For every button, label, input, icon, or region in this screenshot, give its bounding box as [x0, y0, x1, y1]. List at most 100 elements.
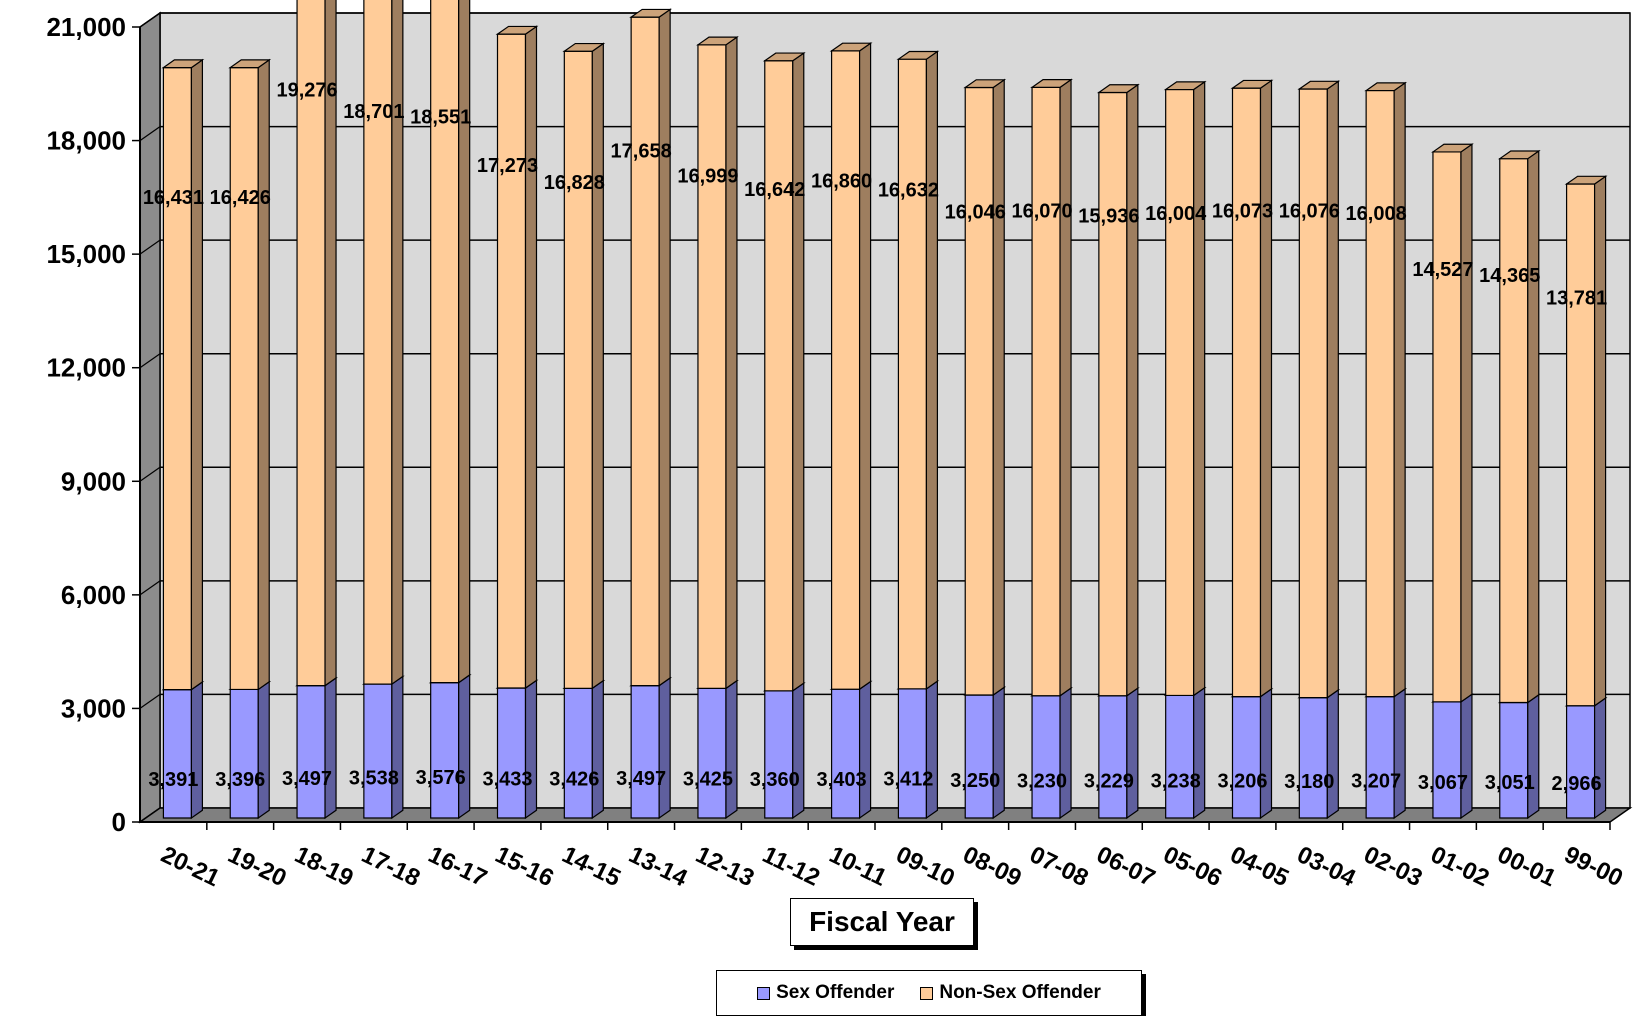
bar-non-sex-offender [762, 51, 806, 692]
legend-item-non-sex-offender: Non-Sex Offender [920, 982, 1101, 1004]
bar-non-sex-offender [696, 35, 739, 690]
data-label-non-sex-offender: 16,004 [1145, 203, 1207, 225]
x-tick-label: 05-06 [1159, 841, 1226, 892]
bar-non-sex-offender-front [563, 50, 593, 689]
bar-sex-offender-side [591, 679, 604, 820]
bar-non-sex-offender [495, 25, 539, 690]
bar-sex-offender-front [830, 688, 861, 819]
bar-sex-offender [562, 679, 606, 820]
bar-sex-offender-front [1031, 695, 1061, 819]
data-label-non-sex-offender: 15,936 [1078, 206, 1139, 228]
bar-non-sex-offender-side [257, 58, 270, 691]
x-tick-label: 07-08 [1025, 841, 1092, 892]
bar-non-sex-offender-front [1098, 91, 1128, 697]
bar-sex-offender [1431, 693, 1474, 820]
bar-non-sex-offender-top [1030, 79, 1073, 88]
bar-non-sex-offender-top [1364, 82, 1408, 92]
bar-non-sex-offender-side [190, 58, 204, 691]
bar-non-sex-offender-top [1163, 81, 1207, 91]
x-axis-title-text: Fiscal Year [809, 906, 955, 937]
x-tick-label: 19-20 [224, 841, 291, 892]
bar-non-sex-offender-front [1565, 183, 1596, 707]
bar-non-sex-offender-side [925, 50, 939, 690]
bar-non-sex-offender-side [858, 42, 872, 691]
bar-non-sex-offender-side [1527, 149, 1540, 704]
bar-sex-offender-front [1298, 697, 1328, 819]
bar-sex-offender-side [1593, 696, 1607, 820]
bar-sex-offender-side [391, 675, 404, 820]
x-tick-label: 00-01 [1493, 841, 1560, 892]
bar-non-sex-offender-front [1432, 151, 1462, 703]
bar-sex-offender-front [1165, 694, 1195, 819]
bar-sex-offender-front [764, 690, 794, 819]
bar-non-sex-offender-top [829, 42, 873, 52]
bar-sex-offender-front [162, 689, 193, 819]
bar-non-sex-offender-top [1230, 79, 1274, 89]
bar-sex-offender-side [1460, 693, 1473, 820]
bar-non-sex-offender-side [792, 51, 805, 692]
bar-non-sex-offender-top [1564, 175, 1608, 185]
bar-non-sex-offender-front [830, 50, 861, 690]
bar-non-sex-offender-top [228, 59, 272, 69]
bar-non-sex-offender [296, 0, 337, 687]
bar-non-sex-offender [963, 78, 1007, 697]
bar-sex-offender-side [1326, 688, 1339, 820]
y-tick-label: 15,000 [46, 239, 126, 269]
bar-non-sex-offender-front [764, 60, 794, 692]
data-label-non-sex-offender: 17,658 [611, 141, 672, 163]
bar-sex-offender [1230, 687, 1274, 820]
bar-non-sex-offender-top [963, 79, 1007, 89]
data-label-sex-offender: 3,051 [1485, 772, 1535, 794]
gridline-side [139, 580, 161, 596]
bar-non-sex-offender-side [1326, 80, 1339, 699]
bar-sex-offender-front [1432, 701, 1462, 819]
bar-sex-offender [696, 679, 739, 820]
y-tick-label: 9,000 [61, 466, 126, 496]
bar-sex-offender-side [925, 679, 939, 820]
x-axis: 20-21 19-20 18-19 17-18 16-17 15-16 14-15 13-14… [140, 821, 1627, 893]
bar-sex-offender [228, 680, 272, 820]
bar-sex-offender-side [1126, 686, 1139, 820]
bar-sex-offender-side [1193, 686, 1206, 820]
x-tick-label: 17-18 [357, 841, 424, 892]
data-label-non-sex-offender: 16,008 [1346, 203, 1407, 225]
bar-sex-offender-side [858, 680, 872, 820]
bar-non-sex-offender-top [1297, 80, 1341, 90]
data-label-sex-offender: 3,207 [1351, 771, 1401, 793]
x-tick-label: 08-09 [959, 841, 1026, 892]
bar-sex-offender-front [1098, 695, 1128, 819]
x-tick-label: 10-11 [825, 841, 891, 892]
bar-sex-offender [1564, 696, 1608, 820]
bar-non-sex-offender [896, 50, 940, 690]
bar-sex-offender-side [257, 680, 270, 820]
data-labels: 3,391 16,431 3,396 16,426 3,497 19,276 3,538 18… [143, 79, 1607, 795]
data-label-sex-offender: 3,229 [1084, 770, 1134, 792]
legend-swatch-non-sex-offender [920, 986, 934, 1000]
x-tick-label: 18-19 [290, 841, 357, 892]
x-tick-label: 11-12 [758, 841, 824, 892]
bar-non-sex-offender-side [1126, 83, 1139, 697]
bar-sex-offender [762, 681, 806, 820]
bar-non-sex-offender-top [896, 50, 940, 60]
bar-sex-offender [1297, 688, 1341, 820]
bar-sex-offender-front [1565, 705, 1596, 819]
data-label-non-sex-offender: 13,781 [1546, 287, 1607, 309]
data-label-sex-offender: 3,403 [817, 769, 867, 791]
x-axis-title: Fiscal Year [790, 898, 974, 946]
bar-sex-offender [829, 680, 873, 820]
data-label-non-sex-offender: 16,426 [210, 187, 271, 209]
bar-sex-offender-front [1231, 696, 1262, 819]
bar-non-sex-offender [1297, 80, 1341, 699]
bar-sex-offender-front [897, 688, 928, 819]
data-label-sex-offender: 3,433 [482, 769, 532, 791]
bar-sex-offender [896, 679, 940, 820]
bar-non-sex-offender [562, 42, 606, 690]
bar-sex-offender-front [496, 687, 527, 819]
bar-sex-offender-side [992, 686, 1005, 820]
bar-non-sex-offender-side [524, 25, 538, 690]
gridline-side [139, 12, 161, 28]
bar-sex-offender-front [363, 683, 393, 819]
gridline-side [139, 126, 161, 142]
bar-sex-offender [161, 680, 205, 820]
